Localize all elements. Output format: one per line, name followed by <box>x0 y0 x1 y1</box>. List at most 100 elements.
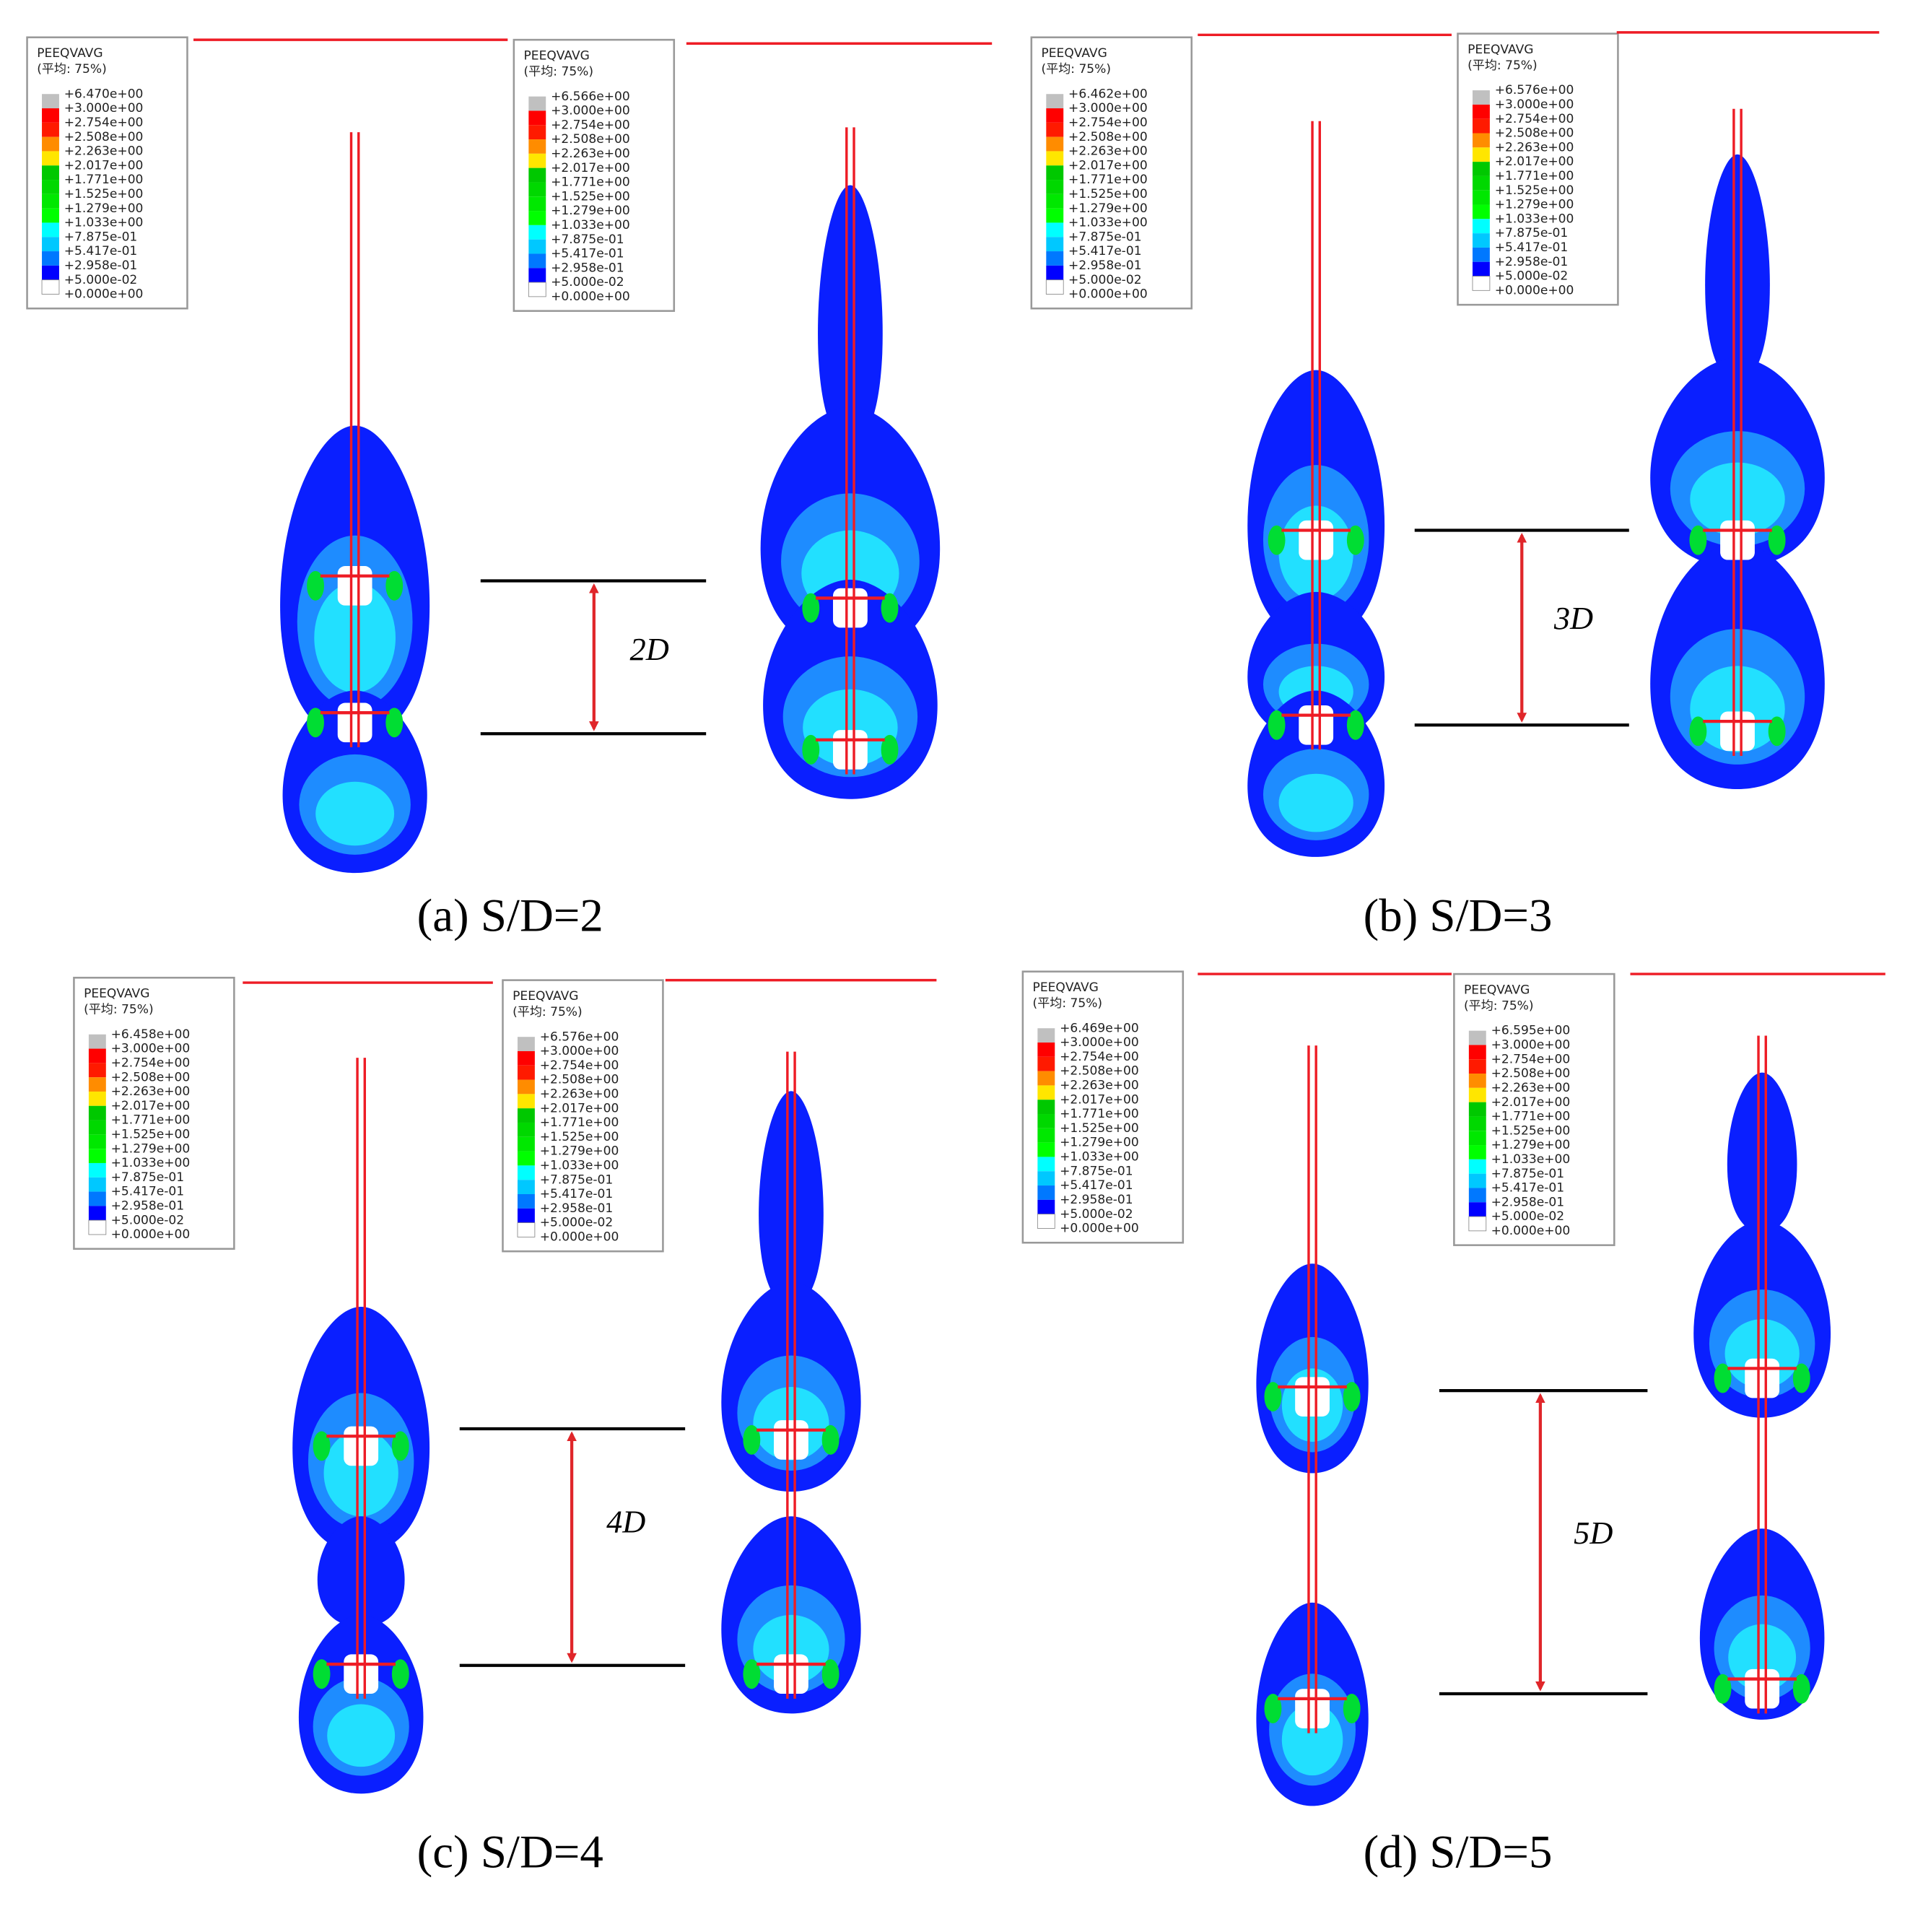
legend-subtitle: (平均: 75%) <box>1033 996 1103 1011</box>
contour-green <box>1264 1382 1282 1412</box>
contour-cyan <box>753 1614 829 1684</box>
legend-label: +1.279e+00 <box>64 201 144 216</box>
legend-band <box>1468 1030 1486 1045</box>
legend-band <box>1472 261 1490 277</box>
legend-label: +7.875e-01 <box>64 230 138 244</box>
legend: PEEQVAVG(平均: 75%)+6.576e+00+3.000e+00+2.… <box>1457 32 1619 306</box>
legend-label: +2.263e+00 <box>1495 140 1574 155</box>
legend-band <box>1472 175 1490 191</box>
contour-green <box>1768 525 1786 555</box>
legend-label: +3.000e+00 <box>551 104 630 118</box>
legend-band <box>517 1165 535 1180</box>
contour-cyan <box>1728 1624 1797 1692</box>
legend-label: +1.525e+00 <box>64 187 144 201</box>
contour-white <box>1295 1377 1330 1417</box>
contour-green <box>1792 1363 1810 1393</box>
legend-label: +1.033e+00 <box>1495 212 1574 226</box>
legend-title: PEEQVAVG <box>513 989 578 1004</box>
legend-label: +2.958e-01 <box>551 261 624 275</box>
legend-label: +1.525e+00 <box>111 1127 191 1141</box>
legend-subtitle: (平均: 75%) <box>1464 999 1534 1014</box>
legend-band <box>1468 1102 1486 1117</box>
legend-label: +5.000e-02 <box>1495 269 1569 284</box>
legend-band <box>517 1065 535 1080</box>
legend-band <box>1468 1087 1486 1102</box>
legend-band <box>1046 108 1064 123</box>
legend-band <box>1037 1185 1055 1200</box>
contour-cyan <box>1278 773 1353 832</box>
legend-band <box>1472 190 1490 205</box>
legend-label: +2.958e-01 <box>64 258 138 273</box>
legend-band <box>517 1094 535 1109</box>
legend-label: +1.279e+00 <box>1491 1138 1571 1152</box>
legend-label: +2.017e+00 <box>540 1101 619 1115</box>
legend-subtitle: (平均: 75%) <box>513 1005 583 1019</box>
legend-label: +1.279e+00 <box>111 1141 191 1156</box>
contour-green <box>1689 716 1707 747</box>
legend-label: +2.754e+00 <box>1060 1050 1139 1064</box>
contour-cyan <box>1724 1319 1800 1388</box>
legend-label: +1.033e+00 <box>1068 216 1148 230</box>
legend-band <box>1046 151 1064 166</box>
legend-label: +7.875e-01 <box>1491 1167 1565 1181</box>
legend-band <box>528 153 546 168</box>
legend-label: +5.417e-01 <box>111 1185 185 1199</box>
contour-white <box>1745 1668 1780 1709</box>
legend-band <box>1037 1128 1055 1143</box>
contour-cyan <box>803 689 898 767</box>
legend: PEEQVAVG(平均: 75%)+6.462e+00+3.000e+00+2.… <box>1030 36 1193 310</box>
legend-label: +2.017e+00 <box>1060 1092 1139 1107</box>
legend-band <box>1046 94 1064 109</box>
pile-group <box>1650 108 1825 790</box>
legend-band <box>42 208 59 223</box>
panel-caption: (b) S/D=3 <box>1364 889 1553 941</box>
legend-band <box>1472 118 1490 134</box>
legend-label: +1.771e+00 <box>64 173 144 187</box>
contour-green <box>1689 525 1707 555</box>
pile-group <box>721 1051 861 1714</box>
legend-band <box>42 193 59 209</box>
legend-label: +7.875e-01 <box>111 1170 185 1185</box>
legend-label: +2.958e-01 <box>540 1201 614 1216</box>
legend-label: +2.754e+00 <box>1491 1052 1571 1066</box>
legend-label: +1.525e+00 <box>1491 1123 1571 1138</box>
legend-band <box>1037 1028 1055 1043</box>
legend-label: +3.000e+00 <box>1495 97 1574 112</box>
contour-white <box>774 1654 808 1694</box>
legend-band <box>1472 162 1490 176</box>
panel-caption: (c) S/D=4 <box>417 1827 603 1879</box>
legend-label: +3.000e+00 <box>540 1044 619 1058</box>
contour-cyan <box>1690 462 1785 536</box>
legend-band <box>1037 1100 1055 1115</box>
pile-group <box>292 1058 430 1794</box>
pile-group <box>280 132 430 874</box>
legend-label: +1.033e+00 <box>64 216 144 230</box>
contour-green <box>391 1659 409 1689</box>
legend-band <box>1468 1145 1486 1159</box>
legend-label: +5.417e-01 <box>1495 240 1569 255</box>
legend-band <box>1037 1043 1055 1057</box>
contour-white <box>774 1420 808 1460</box>
legend-label: +1.771e+00 <box>551 175 630 190</box>
legend-band <box>1046 251 1064 266</box>
contour-blue <box>317 1516 405 1627</box>
spacing-label: 5D <box>1574 1515 1613 1551</box>
legend-label: +0.000e+00 <box>1491 1224 1571 1238</box>
legend-band <box>42 151 59 166</box>
legend-band <box>528 182 546 197</box>
contour-white <box>832 730 868 770</box>
legend: PEEQVAVG(平均: 75%)+6.470e+00+3.000e+00+2.… <box>26 36 188 310</box>
legend-label: +1.771e+00 <box>1060 1107 1139 1121</box>
legend-band <box>1037 1199 1055 1214</box>
contour-green <box>385 570 404 601</box>
legend-label: +1.525e+00 <box>551 189 630 204</box>
legend-label: +2.754e+00 <box>111 1056 191 1070</box>
legend-band <box>1046 222 1064 238</box>
legend-label: +1.771e+00 <box>540 1115 619 1130</box>
contour-white <box>1720 520 1755 560</box>
contour-cyan <box>327 1704 396 1767</box>
contour-blue <box>1705 154 1770 383</box>
legend-label: +6.470e+00 <box>64 87 144 101</box>
legend-band <box>88 1048 106 1063</box>
legend-label: +7.875e-01 <box>1060 1164 1133 1178</box>
